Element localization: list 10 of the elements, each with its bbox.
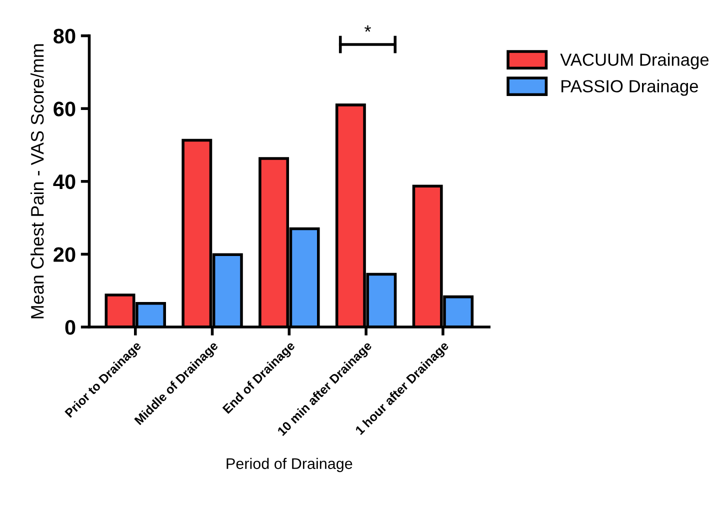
legend-label: VACUUM Drainage: [560, 53, 709, 70]
y-tick-label: 20: [54, 247, 76, 262]
text: *: [364, 25, 371, 32]
y-tick-label: 40: [53, 174, 76, 190]
y-axis-title: Mean Chest Pain - VAS Score/mm: [30, 44, 44, 318]
y-tick-label: 0: [65, 320, 76, 335]
x-axis-title: Period of Drainage: [226, 458, 352, 472]
legend-label: PASSIO Drainage: [562, 80, 698, 96]
y-tick-label: 60: [54, 102, 76, 116]
y-tick-label: 80: [54, 28, 76, 44]
